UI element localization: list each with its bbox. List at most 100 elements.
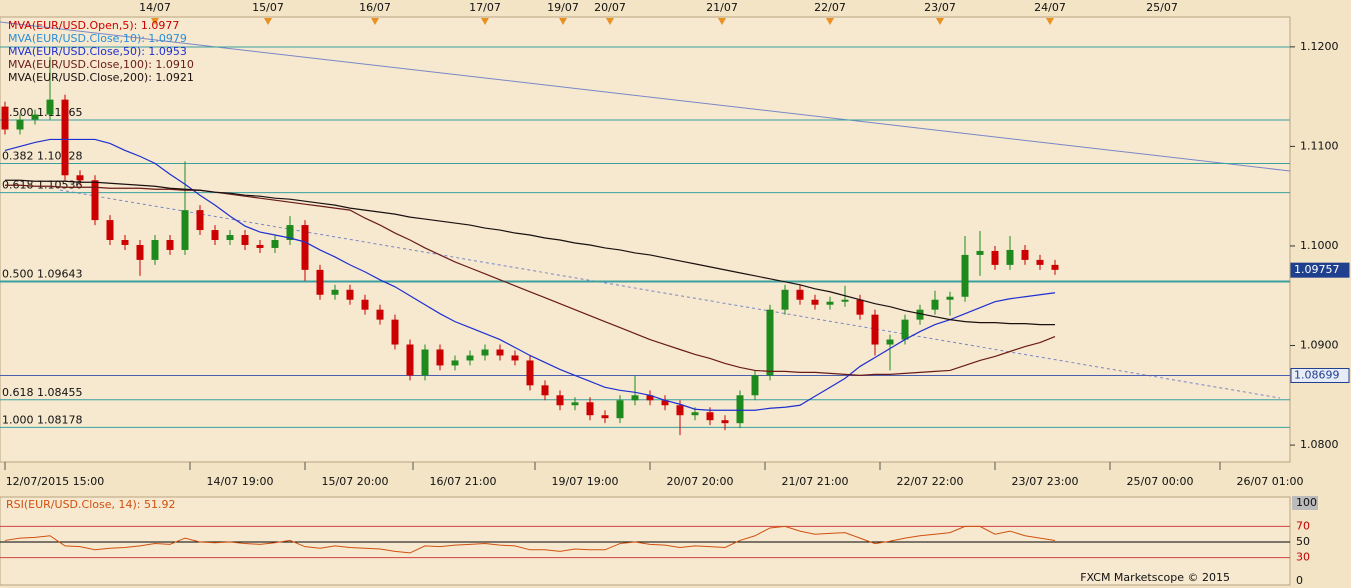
- date-marker: [151, 18, 159, 25]
- date-marker: [559, 18, 567, 25]
- x-tick-label: 20/07 20:00: [667, 475, 734, 488]
- candle-body: [946, 296, 954, 300]
- candle-body: [331, 289, 339, 295]
- y-tick-label: 1.0800: [1300, 438, 1339, 451]
- candle-body: [781, 289, 789, 310]
- rsi-tick-label: 30: [1296, 551, 1310, 564]
- candle-body: [901, 319, 909, 340]
- rsi-line: [4, 525, 1056, 554]
- candle-body: [16, 119, 24, 130]
- top-date-label: 23/07: [924, 1, 956, 14]
- rsi-tick-label: 0: [1296, 574, 1303, 587]
- x-tick-label: 16/07 21:00: [430, 475, 497, 488]
- date-marker: [1046, 18, 1054, 25]
- legend-entry: MVA(EUR/USD.Close,100): 1.0910: [8, 58, 194, 71]
- candle-body: [601, 415, 609, 419]
- candle-body: [841, 299, 849, 302]
- date-marker: [371, 18, 379, 25]
- candle-body: [376, 309, 384, 320]
- rsi-tick-box: [1292, 496, 1318, 510]
- candle-body: [706, 412, 714, 421]
- candle-body: [931, 299, 939, 310]
- candle-body: [631, 395, 639, 401]
- y-tick-label: 1.1200: [1300, 40, 1339, 53]
- candle-body: [811, 299, 819, 305]
- candle-body: [46, 99, 54, 115]
- y-tick-label: 1.0900: [1300, 339, 1339, 352]
- candle-body: [1051, 264, 1059, 270]
- candle-body: [1, 106, 9, 130]
- candle-body: [736, 395, 744, 424]
- footer: FXCM Marketscope © 2015: [1080, 571, 1230, 584]
- candle-body: [661, 400, 669, 406]
- fib-label: 0.382 1.10828: [2, 150, 82, 163]
- top-date-label: 19/07: [547, 1, 579, 14]
- x-tick-label: 21/07 21:00: [782, 475, 849, 488]
- candle-body: [181, 210, 189, 250]
- candle-body: [241, 235, 249, 245]
- candle-body: [796, 289, 804, 300]
- rsi-tick-label: 50: [1296, 535, 1310, 548]
- candle-body: [1021, 249, 1029, 260]
- ma-line: [5, 179, 1055, 326]
- candle-body: [421, 349, 429, 376]
- rsi-title: RSI(EUR/USD.Close, 14): 51.92: [6, 498, 175, 511]
- rsi-area: [0, 496, 1291, 586]
- date-marker: [826, 18, 834, 25]
- candle-body: [76, 175, 84, 181]
- candle-body: [256, 244, 264, 248]
- candle-body: [406, 344, 414, 376]
- candle-body: [91, 180, 99, 221]
- candle-body: [856, 299, 864, 315]
- candle-body: [961, 254, 969, 297]
- candle-body: [721, 420, 729, 424]
- price-label: 1.09757: [1294, 263, 1340, 276]
- candle-body: [286, 225, 294, 240]
- candle-body: [676, 405, 684, 416]
- date-marker: [481, 18, 489, 25]
- candle-body: [871, 314, 879, 345]
- candle-body: [451, 360, 459, 366]
- date-marker: [936, 18, 944, 25]
- rsi-tick-label: 70: [1296, 519, 1310, 532]
- candle-body: [916, 309, 924, 320]
- legend-entry: MVA(EUR/USD.Open,5): 1.0977: [8, 19, 179, 32]
- price-label: 1.08699: [1294, 368, 1340, 381]
- candle-body: [616, 400, 624, 419]
- top-date-label: 21/07: [706, 1, 738, 14]
- candle-body: [316, 269, 324, 295]
- price-box: [1290, 262, 1350, 278]
- candle-body: [166, 239, 174, 250]
- candle-body: [301, 225, 309, 270]
- candle-body: [766, 309, 774, 376]
- fib-label: 1.000 1.08178: [2, 413, 82, 426]
- date-marker: [606, 18, 614, 25]
- top-date-label: 25/07: [1146, 1, 1178, 14]
- candle-body: [691, 412, 699, 416]
- candle-body: [466, 355, 474, 361]
- legend-entry: MVA(EUR/USD.Close,50): 1.0953: [8, 45, 187, 58]
- candle-body: [1006, 249, 1014, 265]
- x-tick-label: 23/07 23:00: [1012, 475, 1079, 488]
- price-box: [1290, 367, 1350, 383]
- candle-body: [541, 385, 549, 396]
- x-tick-label: 25/07 00:00: [1127, 475, 1194, 488]
- fib-label: 0.500 1.09643: [2, 268, 82, 281]
- legend-entry: MVA(EUR/USD.Close,200): 1.0921: [8, 71, 194, 84]
- trend-line-dashed: [59, 189, 1281, 399]
- candle-body: [571, 402, 579, 406]
- candle-body: [556, 395, 564, 406]
- candle-body: [391, 319, 399, 345]
- candle-body: [751, 375, 759, 396]
- candle-body: [991, 250, 999, 265]
- top-date-label: 20/07: [594, 1, 626, 14]
- top-date-label: 15/07: [252, 1, 284, 14]
- candle-body: [886, 339, 894, 345]
- candle-body: [361, 299, 369, 310]
- candle-body: [526, 360, 534, 386]
- top-date-label: 22/07: [814, 1, 846, 14]
- candle-body: [31, 114, 39, 120]
- fib-label: 0.618 1.08455: [2, 386, 82, 399]
